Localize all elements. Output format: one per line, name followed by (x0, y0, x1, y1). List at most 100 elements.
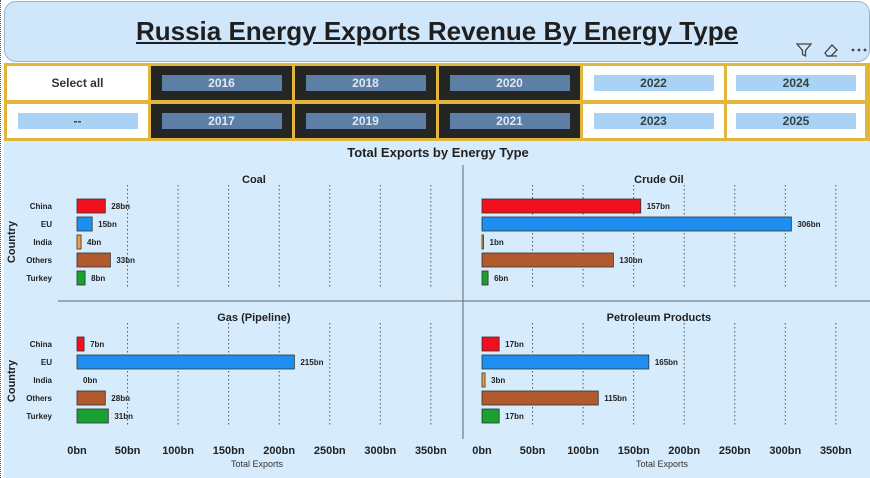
x-tick-label: 250bn (314, 445, 346, 457)
slicer-item-label: 2016 (161, 75, 282, 91)
x-tick-label: 250bn (719, 445, 751, 457)
slicer-item-label: 2021 (449, 113, 570, 129)
y-axis-label-top: Country (6, 220, 18, 263)
category-label: China (30, 202, 53, 211)
slicer-item-label: 2020 (449, 75, 570, 91)
x-tick-label: 50bn (115, 445, 141, 457)
data-label: 215bn (300, 358, 323, 367)
data-label: 33bn (116, 256, 135, 265)
data-label: 157bn (647, 202, 670, 211)
data-label: 6bn (494, 274, 508, 283)
x-tick-label: 100bn (567, 445, 599, 457)
slicer-item-label: 2025 (736, 113, 856, 129)
panel-title: Gas (Pipeline) (217, 312, 291, 324)
bar (481, 372, 486, 388)
x-tick-label: 150bn (213, 445, 245, 457)
panel-title: Petroleum Products (607, 312, 712, 324)
slicer-item-label: -- (17, 113, 138, 129)
data-label: 1bn (490, 238, 504, 247)
data-label: 165bn (655, 358, 678, 367)
x-tick-label: 350bn (820, 445, 852, 457)
x-axis-label-right: Total Exports (636, 459, 689, 469)
filter-icon[interactable] (794, 40, 814, 60)
slicer-item-label: 2022 (593, 75, 714, 91)
data-label: 115bn (604, 394, 627, 403)
bar (76, 408, 109, 424)
data-label: 17bn (505, 412, 524, 421)
slicer-item-2025[interactable]: 2025 (727, 104, 865, 138)
bar (76, 234, 82, 250)
bar (481, 252, 614, 268)
x-tick-label: 200bn (668, 445, 700, 457)
bar (481, 270, 489, 286)
x-tick-label: 0bn (67, 445, 87, 457)
x-tick-label: 150bn (618, 445, 650, 457)
slicer-item-label: 2024 (736, 75, 856, 91)
category-label: India (33, 238, 52, 247)
data-label: 28bn (111, 202, 130, 211)
x-tick-label: 350bn (415, 445, 447, 457)
bar (481, 408, 500, 424)
category-label: EU (41, 358, 52, 367)
category-label: China (30, 340, 53, 349)
more-options-icon[interactable] (849, 40, 869, 60)
x-tick-label: 200bn (263, 445, 295, 457)
bar (76, 216, 93, 232)
slicer-item-2023[interactable]: 2023 (583, 104, 724, 138)
page-title: Russia Energy Exports Revenue By Energy … (135, 16, 739, 46)
data-label: 31bn (114, 412, 133, 421)
slicer-item-label: 2018 (305, 75, 426, 91)
category-label: Others (26, 394, 52, 403)
bar (481, 336, 500, 352)
slicer-item-2016[interactable]: 2016 (151, 66, 292, 100)
year-slicer: Select all -- 2016 2017 2018 2019 2020 2… (4, 63, 870, 141)
bar (76, 270, 86, 286)
category-label: Turkey (26, 274, 52, 283)
bar (76, 390, 106, 406)
panel-title: Coal (242, 174, 266, 186)
data-label: 28bn (111, 394, 130, 403)
bar (76, 354, 295, 370)
x-axis-label-left: Total Exports (231, 459, 284, 469)
category-label: Turkey (26, 412, 52, 421)
data-label: 7bn (90, 340, 104, 349)
data-label: 0bn (83, 376, 97, 385)
slicer-item-2020[interactable]: 2020 (439, 66, 580, 100)
x-tick-label: 100bn (162, 445, 194, 457)
bar (481, 198, 642, 214)
data-label: 130bn (619, 256, 642, 265)
data-label: 8bn (91, 274, 105, 283)
exports-chart-panel: Total Exports by Energy Type Country Cou… (4, 141, 870, 478)
category-label: Others (26, 256, 52, 265)
panel-title: Crude Oil (634, 174, 684, 186)
x-tick-label: 300bn (364, 445, 396, 457)
slicer-item-2021[interactable]: 2021 (439, 104, 580, 138)
slicer-item-blank[interactable]: -- (7, 104, 148, 138)
slicer-select-all[interactable]: Select all (7, 66, 148, 100)
bar (76, 336, 85, 352)
slicer-item-2024[interactable]: 2024 (727, 66, 865, 100)
data-label: 306bn (797, 220, 820, 229)
data-label: 3bn (491, 376, 505, 385)
category-label: India (33, 376, 52, 385)
x-tick-label: 0bn (472, 445, 492, 457)
slicer-item-2022[interactable]: 2022 (583, 66, 724, 100)
x-tick-label: 300bn (769, 445, 801, 457)
slicer-select-all-label: Select all (51, 76, 104, 90)
data-label: 15bn (98, 220, 117, 229)
slicer-item-label: 2023 (593, 113, 714, 129)
bar (481, 390, 599, 406)
slicer-item-label: 2017 (161, 113, 282, 129)
chart-title: Total Exports by Energy Type (347, 145, 529, 160)
eraser-icon[interactable] (821, 40, 841, 60)
bar (76, 252, 111, 268)
bar (481, 354, 650, 370)
slicer-item-2019[interactable]: 2019 (295, 104, 436, 138)
slicer-item-2018[interactable]: 2018 (295, 66, 436, 100)
bar (76, 198, 106, 214)
bar (481, 216, 792, 232)
bar (481, 234, 484, 250)
category-label: EU (41, 220, 52, 229)
slicer-item-2017[interactable]: 2017 (151, 104, 292, 138)
